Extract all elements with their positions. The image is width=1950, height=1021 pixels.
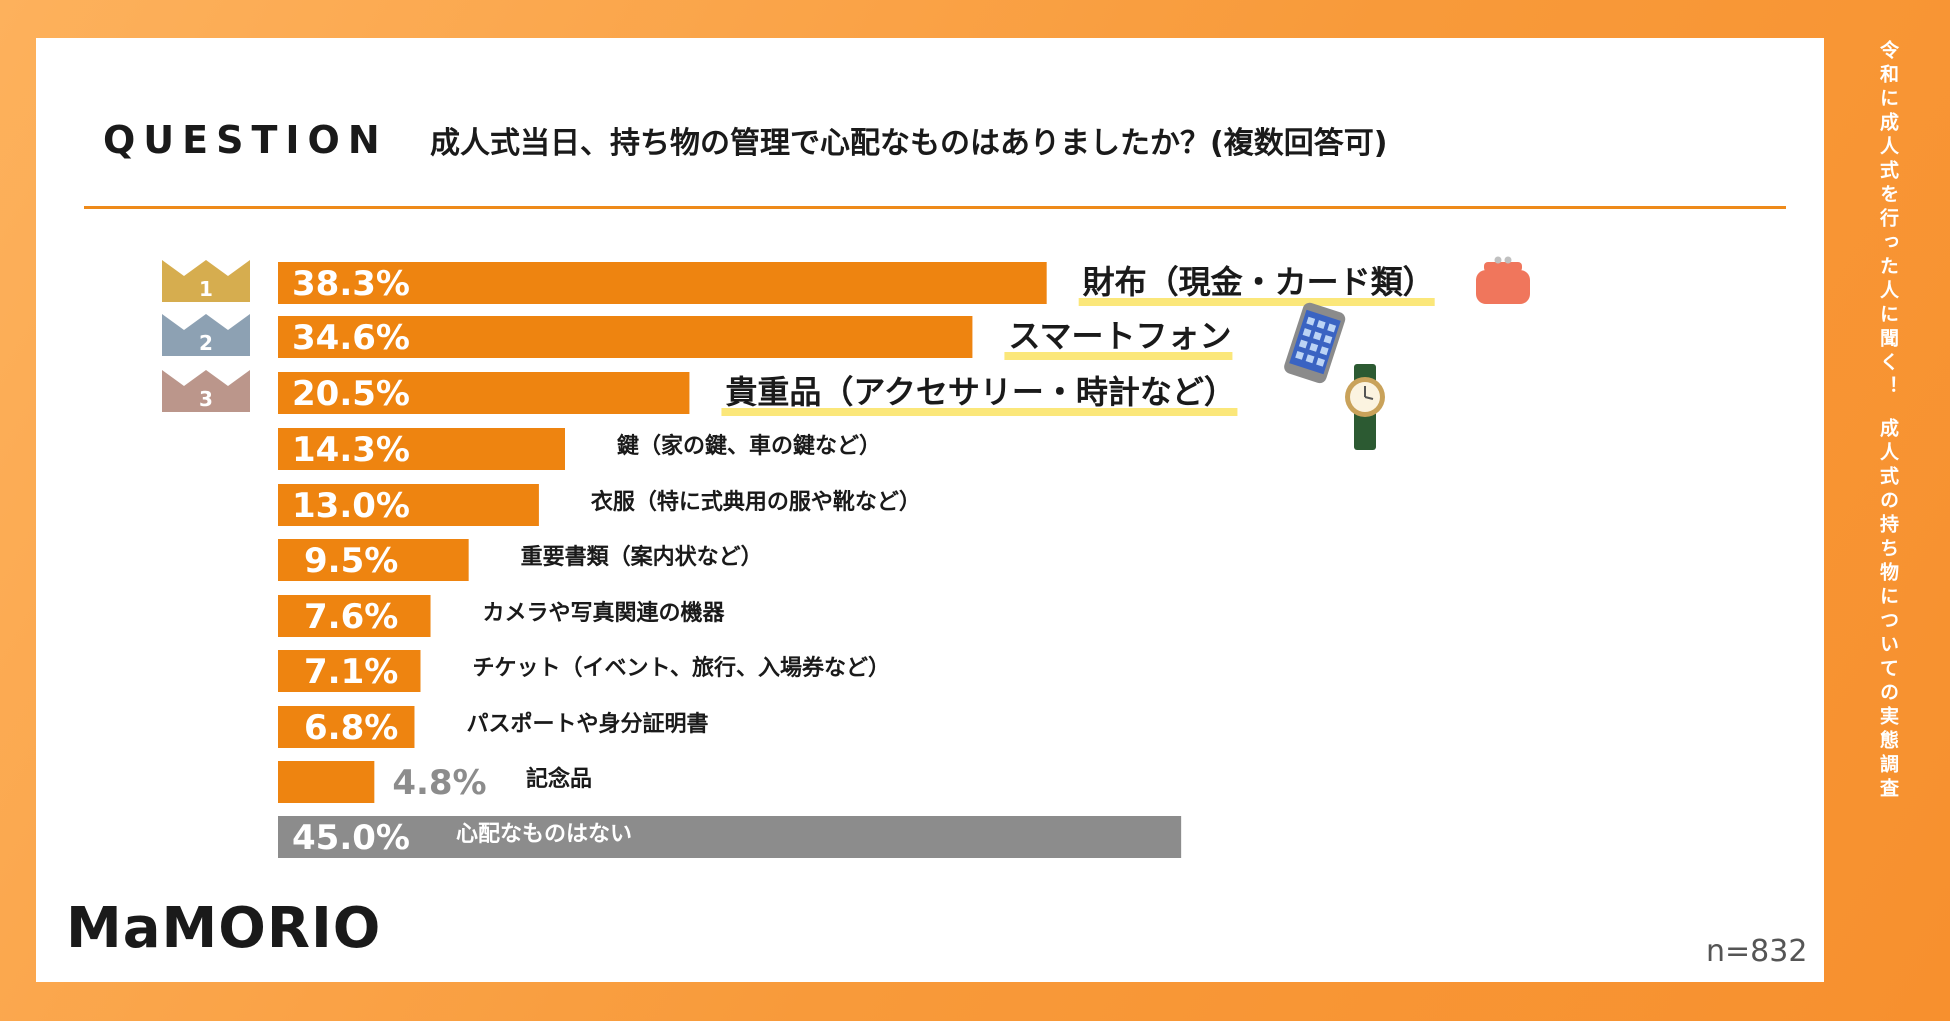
category-label: 衣服（特に式典用の服や靴など） (591, 489, 921, 515)
bar-value-label: 14.3% (292, 430, 410, 470)
category-label: カメラや写真関連の機器 (483, 600, 726, 626)
category-label: チケット（イベント、旅行、入場券など） (472, 655, 890, 681)
bar (278, 316, 973, 358)
bar (278, 484, 539, 526)
bar-value-label: 38.3% (292, 264, 410, 304)
bar-value-label: 6.8% (304, 708, 398, 748)
category-label: 心配なものはない (456, 822, 632, 847)
bar (278, 816, 1182, 858)
question-label: QUESTION (103, 118, 388, 162)
bar-value-label: 20.5% (292, 374, 410, 414)
category-label: 重要書類（案内状など） (521, 544, 763, 570)
label-highlight (1004, 352, 1233, 360)
rank-3-crown-icon (162, 370, 250, 412)
bar-value-label: 34.6% (292, 318, 410, 358)
bar-value-label: 45.0% (292, 818, 410, 858)
bar (278, 706, 415, 748)
sample-size-label: n=832 (1706, 934, 1808, 969)
wallet-icon (1476, 256, 1530, 304)
side-caption: 令和に成人式を行った人に聞く！ 成人式の持ち物についての実態調査 (1870, 40, 1906, 960)
bar (278, 650, 421, 692)
category-label: 貴重品（アクセサリー・時計など） (725, 373, 1235, 411)
bar (278, 539, 469, 581)
label-highlight (721, 408, 1238, 416)
bar-value-label: 9.5% (304, 541, 398, 581)
rank-2-crown-icon (162, 314, 250, 356)
bar-value-label: 13.0% (292, 486, 410, 526)
rank-1-crown-icon (162, 260, 250, 302)
side-caption-line-1: 令和に成人式を行った人に聞く！ (1877, 40, 1899, 400)
bar (278, 372, 690, 414)
bar (278, 595, 431, 637)
rank-number: 1 (199, 277, 213, 301)
bar-value-label: 7.6% (304, 597, 398, 637)
label-highlight (1078, 298, 1435, 306)
bar (278, 262, 1047, 304)
category-label: 記念品 (526, 766, 592, 792)
question-text: 成人式当日、持ち物の管理で心配なものはありましたか？(複数回答可) (430, 126, 1388, 161)
bar-value-label: 7.1% (304, 652, 398, 692)
brand-logo: MaMORIO (66, 896, 382, 961)
side-caption-line-2: 成人式の持ち物についての実態調査 (1877, 418, 1899, 802)
category-label: パスポートや身分証明書 (466, 711, 708, 737)
category-label: 鍵（家の鍵、車の鍵など） (617, 433, 881, 459)
bar (278, 761, 375, 803)
bar (278, 428, 566, 470)
rank-number: 2 (199, 331, 213, 355)
rank-number: 3 (199, 387, 213, 411)
category-label: スマートフォン (1008, 317, 1231, 355)
wristwatch-icon (1345, 364, 1385, 450)
header-divider (84, 206, 1786, 209)
smartphone-icon (1284, 302, 1346, 384)
bar-value-label: 4.8% (392, 763, 486, 803)
category-label: 財布（現金・カード類） (1083, 263, 1435, 301)
